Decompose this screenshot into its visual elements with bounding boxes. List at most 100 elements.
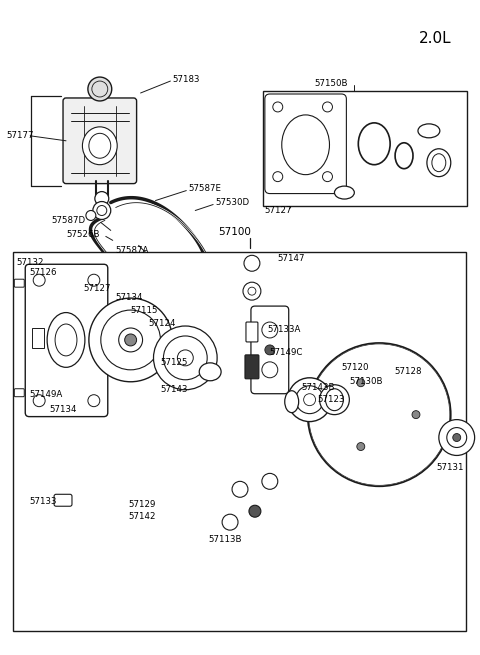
FancyBboxPatch shape xyxy=(63,98,137,183)
Circle shape xyxy=(115,274,127,286)
Ellipse shape xyxy=(285,391,299,413)
Text: 57133: 57133 xyxy=(29,496,57,506)
Text: 57132: 57132 xyxy=(16,258,44,267)
Bar xyxy=(32,328,44,348)
Bar xyxy=(13,252,466,631)
Text: 57120: 57120 xyxy=(341,364,369,372)
Ellipse shape xyxy=(282,115,329,175)
Text: 57129: 57129 xyxy=(129,500,156,509)
Ellipse shape xyxy=(55,324,77,356)
Circle shape xyxy=(447,428,467,447)
Circle shape xyxy=(296,386,324,414)
Text: 57587D: 57587D xyxy=(51,216,85,225)
Circle shape xyxy=(316,352,442,477)
FancyBboxPatch shape xyxy=(251,306,288,394)
FancyBboxPatch shape xyxy=(245,355,259,379)
Ellipse shape xyxy=(89,134,111,159)
Text: 57150B: 57150B xyxy=(314,79,348,88)
FancyBboxPatch shape xyxy=(246,322,258,342)
Text: 57587E: 57587E xyxy=(188,184,221,193)
Circle shape xyxy=(273,102,283,112)
Text: 57149A: 57149A xyxy=(29,390,62,399)
Circle shape xyxy=(33,274,45,286)
Circle shape xyxy=(309,344,450,485)
Circle shape xyxy=(232,481,248,497)
Circle shape xyxy=(453,434,461,441)
Bar xyxy=(263,91,467,206)
Text: 57128: 57128 xyxy=(394,367,421,377)
Text: 57115: 57115 xyxy=(131,306,158,314)
Ellipse shape xyxy=(325,388,343,411)
Circle shape xyxy=(244,255,260,271)
Circle shape xyxy=(312,348,446,481)
Text: 57127: 57127 xyxy=(83,284,110,293)
Text: 57127: 57127 xyxy=(265,206,292,215)
Circle shape xyxy=(86,210,96,221)
Circle shape xyxy=(92,81,108,97)
Text: 57130B: 57130B xyxy=(349,377,383,386)
Text: 57143: 57143 xyxy=(160,385,188,394)
Circle shape xyxy=(308,343,451,486)
Text: 57124: 57124 xyxy=(148,318,176,328)
FancyBboxPatch shape xyxy=(14,388,24,397)
Circle shape xyxy=(125,334,137,346)
Circle shape xyxy=(119,328,143,352)
FancyBboxPatch shape xyxy=(14,279,24,287)
Circle shape xyxy=(243,282,261,300)
Circle shape xyxy=(357,443,365,451)
Text: 2.0L: 2.0L xyxy=(419,31,452,47)
Text: 57587A: 57587A xyxy=(116,246,149,255)
Circle shape xyxy=(273,172,283,181)
Circle shape xyxy=(262,362,278,378)
Text: 57142: 57142 xyxy=(129,512,156,521)
Ellipse shape xyxy=(395,143,413,169)
Ellipse shape xyxy=(83,127,117,164)
Circle shape xyxy=(323,172,333,181)
Circle shape xyxy=(262,322,278,338)
Circle shape xyxy=(164,336,207,380)
Circle shape xyxy=(88,77,112,101)
Ellipse shape xyxy=(427,149,451,177)
Text: 57126: 57126 xyxy=(29,268,57,276)
Text: 57526B: 57526B xyxy=(66,230,99,239)
Text: 57134: 57134 xyxy=(49,405,77,414)
Text: 57113B: 57113B xyxy=(208,534,242,544)
Ellipse shape xyxy=(47,312,85,367)
Circle shape xyxy=(249,505,261,517)
Circle shape xyxy=(323,102,333,112)
Circle shape xyxy=(101,310,160,370)
Circle shape xyxy=(320,384,349,415)
Circle shape xyxy=(93,202,111,219)
Circle shape xyxy=(248,287,256,295)
Circle shape xyxy=(97,206,107,215)
Ellipse shape xyxy=(335,186,354,199)
Circle shape xyxy=(33,395,45,407)
Text: 57149C: 57149C xyxy=(270,348,303,358)
Circle shape xyxy=(439,420,475,455)
Circle shape xyxy=(288,378,332,422)
Text: 57133A: 57133A xyxy=(268,326,301,335)
Circle shape xyxy=(88,274,100,286)
Circle shape xyxy=(265,345,275,355)
FancyBboxPatch shape xyxy=(54,495,72,506)
Text: 57131: 57131 xyxy=(437,463,464,472)
Circle shape xyxy=(89,298,172,382)
Text: 57100: 57100 xyxy=(218,227,251,237)
FancyBboxPatch shape xyxy=(25,264,108,417)
Circle shape xyxy=(304,394,315,405)
Ellipse shape xyxy=(418,124,440,138)
Ellipse shape xyxy=(199,363,221,381)
Text: 57183: 57183 xyxy=(172,75,200,84)
Text: 57147: 57147 xyxy=(278,253,305,263)
Circle shape xyxy=(357,393,401,436)
FancyBboxPatch shape xyxy=(265,94,347,194)
Circle shape xyxy=(369,405,389,424)
Text: 57125: 57125 xyxy=(160,358,188,367)
Text: 57530D: 57530D xyxy=(215,198,249,207)
Circle shape xyxy=(262,474,278,489)
Text: 57134: 57134 xyxy=(116,293,143,302)
Circle shape xyxy=(178,350,193,366)
Circle shape xyxy=(88,395,100,407)
Circle shape xyxy=(412,411,420,419)
Circle shape xyxy=(324,360,434,470)
